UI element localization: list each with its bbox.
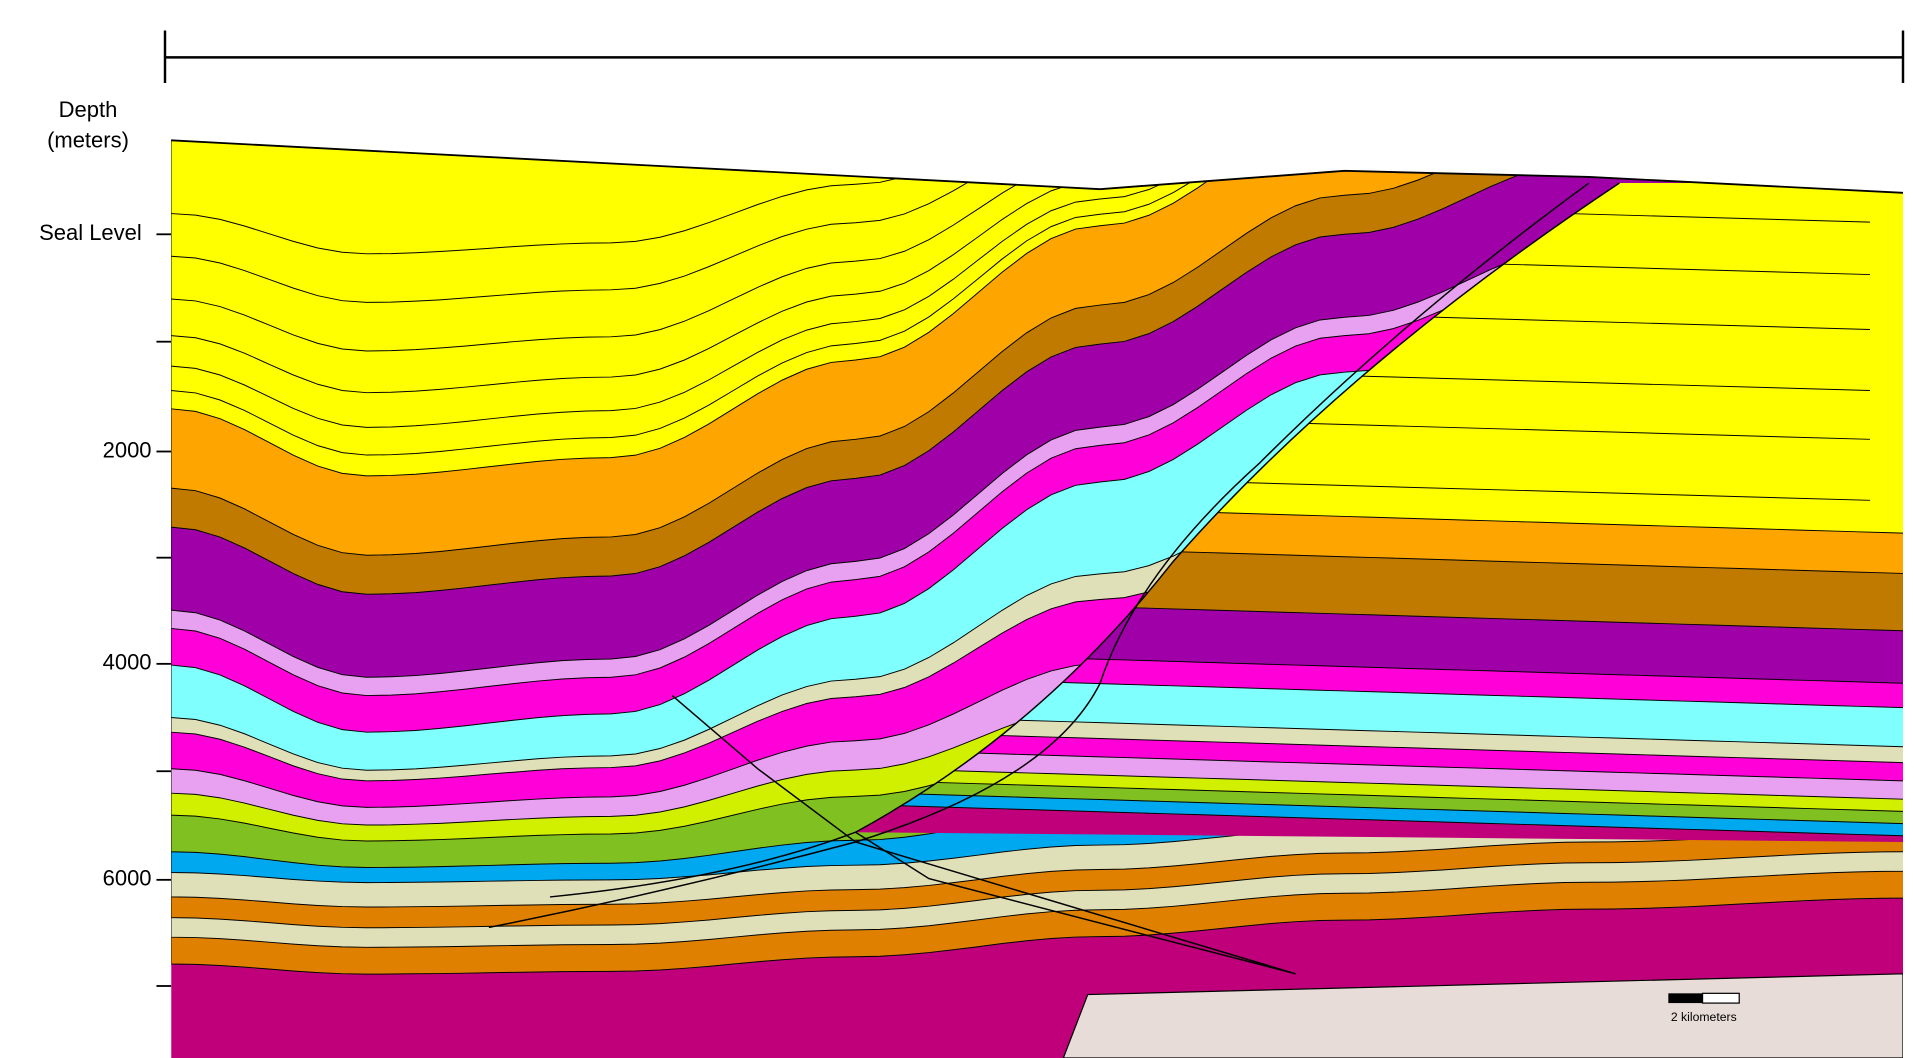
- scale-bar: [1668, 993, 1703, 1004]
- tick-label: Seal Level: [39, 220, 142, 245]
- bedding-line: [171, 140, 1904, 456]
- tick-label: 2000: [103, 437, 152, 462]
- top-scale-line: [163, 30, 1905, 83]
- scale-bar: [1701, 992, 1740, 1004]
- surface: [171, 139, 1904, 194]
- axis-title: (meters): [47, 127, 129, 152]
- bedding-line: [1222, 481, 1871, 501]
- bedding-line: [171, 140, 1904, 394]
- bedding-line: [171, 140, 1904, 428]
- faults: [488, 182, 1620, 975]
- depth-ticks: [156, 233, 172, 987]
- section: [171, 140, 1904, 1058]
- bedding-line: [171, 140, 1904, 255]
- axis-title: Depth: [59, 97, 118, 122]
- scale-bar-label: 2 kilometers: [1671, 1010, 1737, 1024]
- tick-label: 6000: [103, 866, 152, 891]
- tick-label: 4000: [103, 650, 152, 675]
- bedding-line: [1222, 420, 1871, 440]
